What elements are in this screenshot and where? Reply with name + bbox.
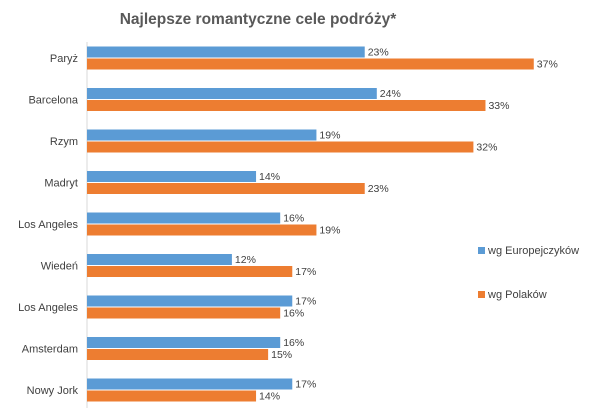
- data-label-wg-europejczykow-los-angeles-7: 17%: [295, 296, 316, 308]
- bar-wg-europejczykow-amsterdam-8: [87, 337, 281, 348]
- data-label-wg-polakow-rzym-3: 32%: [476, 142, 497, 154]
- data-label-wg-europejczykow-rzym-3: 19%: [319, 130, 340, 142]
- bar-wg-europejczykow-los-angeles-5: [87, 212, 281, 224]
- category-label-amsterdam-8: Amsterdam: [22, 344, 78, 356]
- data-label-wg-polakow-barcelona-2: 33%: [488, 100, 509, 112]
- data-label-wg-europejczykow-paryz-1: 23%: [368, 47, 389, 59]
- data-label-wg-polakow-paryz-1: 37%: [537, 59, 558, 71]
- category-label-nowy-jork-9: Nowy Jork: [27, 385, 79, 397]
- data-label-wg-polakow-los-angeles-7: 16%: [283, 308, 304, 320]
- data-label-wg-polakow-nowy-jork-9: 14%: [259, 391, 280, 403]
- data-label-wg-polakow-los-angeles-5: 19%: [319, 225, 340, 237]
- legend-label-wg-polakow: wg Polaków: [487, 289, 547, 301]
- category-label-los-angeles-7: Los Angeles: [18, 302, 78, 314]
- category-label-barcelona-2: Barcelona: [28, 95, 78, 107]
- chart-title: Najlepsze romantyczne cele podróży*: [120, 11, 397, 28]
- bar-wg-polakow-amsterdam-8: [87, 349, 269, 360]
- data-labels: 23%37%24%33%19%32%14%23%16%19%12%17%17%1…: [235, 47, 558, 403]
- legend: wg Europejczyków wg Polaków: [478, 245, 579, 301]
- bar-wg-europejczykow-paryz-1: [87, 46, 365, 58]
- data-label-wg-europejczykow-los-angeles-5: 16%: [283, 213, 304, 225]
- data-label-wg-polakow-wieden-6: 17%: [295, 266, 316, 278]
- category-label-madryt-4: Madryt: [44, 178, 78, 190]
- bar-series: [87, 46, 534, 402]
- bar-wg-polakow-los-angeles-5: [87, 224, 317, 236]
- category-label-los-angeles-5: Los Angeles: [18, 219, 78, 231]
- bar-wg-europejczykow-barcelona-2: [87, 88, 377, 99]
- bar-wg-europejczykow-los-angeles-7: [87, 295, 293, 307]
- bar-wg-polakow-nowy-jork-9: [87, 390, 257, 402]
- data-label-wg-polakow-madryt-4: 23%: [368, 183, 389, 195]
- legend-label-wg-europejczykow: wg Europejczyków: [487, 245, 579, 257]
- data-label-wg-polakow-amsterdam-8: 15%: [271, 349, 292, 361]
- bar-wg-polakow-wieden-6: [87, 266, 293, 277]
- category-labels: Paryż Barcelona Rzym Madryt Los Angeles Wiede…: [18, 53, 79, 397]
- bar-wg-europejczykow-wieden-6: [87, 254, 232, 265]
- legend-swatch-wg-europejczykow: [478, 247, 485, 254]
- bar-wg-polakow-paryz-1: [87, 58, 534, 70]
- bar-wg-polakow-barcelona-2: [87, 100, 486, 111]
- bar-wg-europejczykow-madryt-4: [87, 171, 257, 182]
- data-label-wg-europejczykow-amsterdam-8: 16%: [283, 337, 304, 349]
- bar-wg-europejczykow-rzym-3: [87, 129, 317, 141]
- bar-wg-polakow-rzym-3: [87, 141, 474, 153]
- bar-wg-polakow-madryt-4: [87, 183, 365, 194]
- data-label-wg-europejczykow-madryt-4: 14%: [259, 171, 280, 183]
- data-label-wg-europejczykow-barcelona-2: 24%: [380, 88, 401, 100]
- bar-wg-polakow-los-angeles-7: [87, 307, 281, 319]
- bar-wg-europejczykow-nowy-jork-9: [87, 378, 293, 390]
- legend-swatch-wg-polakow: [478, 291, 485, 298]
- category-label-wieden-6: Wiedeń: [41, 261, 78, 273]
- category-label-paryz-1: Paryż: [50, 53, 78, 65]
- data-label-wg-europejczykow-nowy-jork-9: 17%: [295, 379, 316, 391]
- category-label-rzym-3: Rzym: [50, 136, 78, 148]
- data-label-wg-europejczykow-wieden-6: 12%: [235, 254, 256, 266]
